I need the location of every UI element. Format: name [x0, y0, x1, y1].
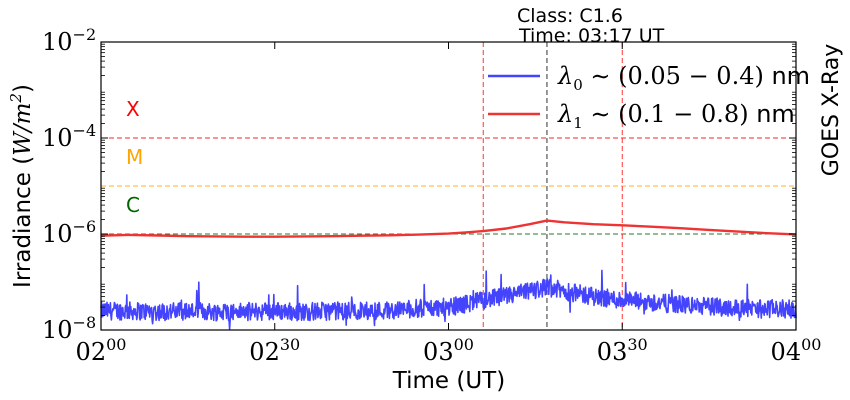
x-tick-label: 0230	[249, 335, 300, 366]
x-tick-hour: 04	[771, 338, 802, 366]
legend-unit: nm	[764, 62, 810, 90]
y-tick-exp: −4	[73, 121, 97, 140]
x-tick-label: 0200	[76, 335, 127, 366]
legend-symbol: λ	[557, 62, 573, 90]
legend-entry-0: λ0 ∼ (0.05 − 0.4) nm	[557, 62, 810, 94]
x-tick-minute: 00	[454, 335, 474, 354]
series-line-1	[100, 219, 797, 238]
y-tick-base: 10	[42, 316, 73, 344]
y-tick-base: 10	[42, 124, 73, 152]
series-line-0	[100, 269, 797, 330]
x-tick-label: 0300	[423, 335, 474, 366]
y-axis-label-suffix: )	[10, 84, 36, 93]
legend-symbol: λ	[557, 100, 573, 128]
y-axis-label-sup: 2	[7, 93, 25, 104]
y-tick-exp: −2	[73, 25, 97, 44]
x-tick-minute: 00	[801, 335, 821, 354]
y-axis-label: Irradiance (W/m2)	[7, 84, 36, 288]
level-label-x: X	[126, 97, 140, 121]
y-tick-label: 10−6	[42, 217, 96, 248]
instrument-label: GOES X-Ray	[819, 44, 844, 176]
x-tick-minute: 30	[280, 335, 300, 354]
y-tick-exp: −6	[73, 217, 97, 236]
y-tick-label: 10−2	[42, 25, 96, 56]
y-tick-label: 10−8	[42, 313, 96, 344]
x-tick-minute: 00	[106, 335, 126, 354]
legend-unit: nm	[749, 100, 795, 128]
x-tick-minute: 30	[627, 335, 647, 354]
flare-class-annotation: Class: C1.6	[517, 5, 623, 27]
legend-entry-1: λ1 ∼ (0.1 − 0.8) nm	[557, 100, 795, 132]
y-tick-exp: −8	[73, 313, 97, 332]
legend-subscript: 1	[573, 114, 583, 132]
y-axis-label-math: W/m	[10, 103, 36, 156]
series-lines	[100, 219, 797, 330]
level-label-m: M	[126, 145, 143, 169]
y-tick-label: 10−4	[42, 121, 96, 152]
x-tick-hour: 02	[249, 338, 280, 366]
x-tick-label: 0330	[597, 335, 648, 366]
y-axis-label-prefix: Irradiance (	[10, 156, 36, 288]
x-tick-label: 0400	[771, 335, 822, 366]
x-tick-hour: 02	[76, 338, 107, 366]
legend-subscript: 0	[573, 76, 583, 94]
x-tick-hour: 03	[597, 338, 628, 366]
y-tick-base: 10	[42, 220, 73, 248]
level-label-c: C	[126, 193, 140, 217]
legend-range: ∼ (0.05 − 0.4)	[583, 62, 764, 90]
flare-time-annotation: Time: 03:17 UT	[518, 25, 665, 47]
legend-range: ∼ (0.1 − 0.8)	[583, 100, 749, 128]
y-tick-base: 10	[42, 28, 73, 56]
x-tick-hour: 03	[423, 338, 454, 366]
x-axis-label: Time (UT)	[392, 368, 505, 394]
